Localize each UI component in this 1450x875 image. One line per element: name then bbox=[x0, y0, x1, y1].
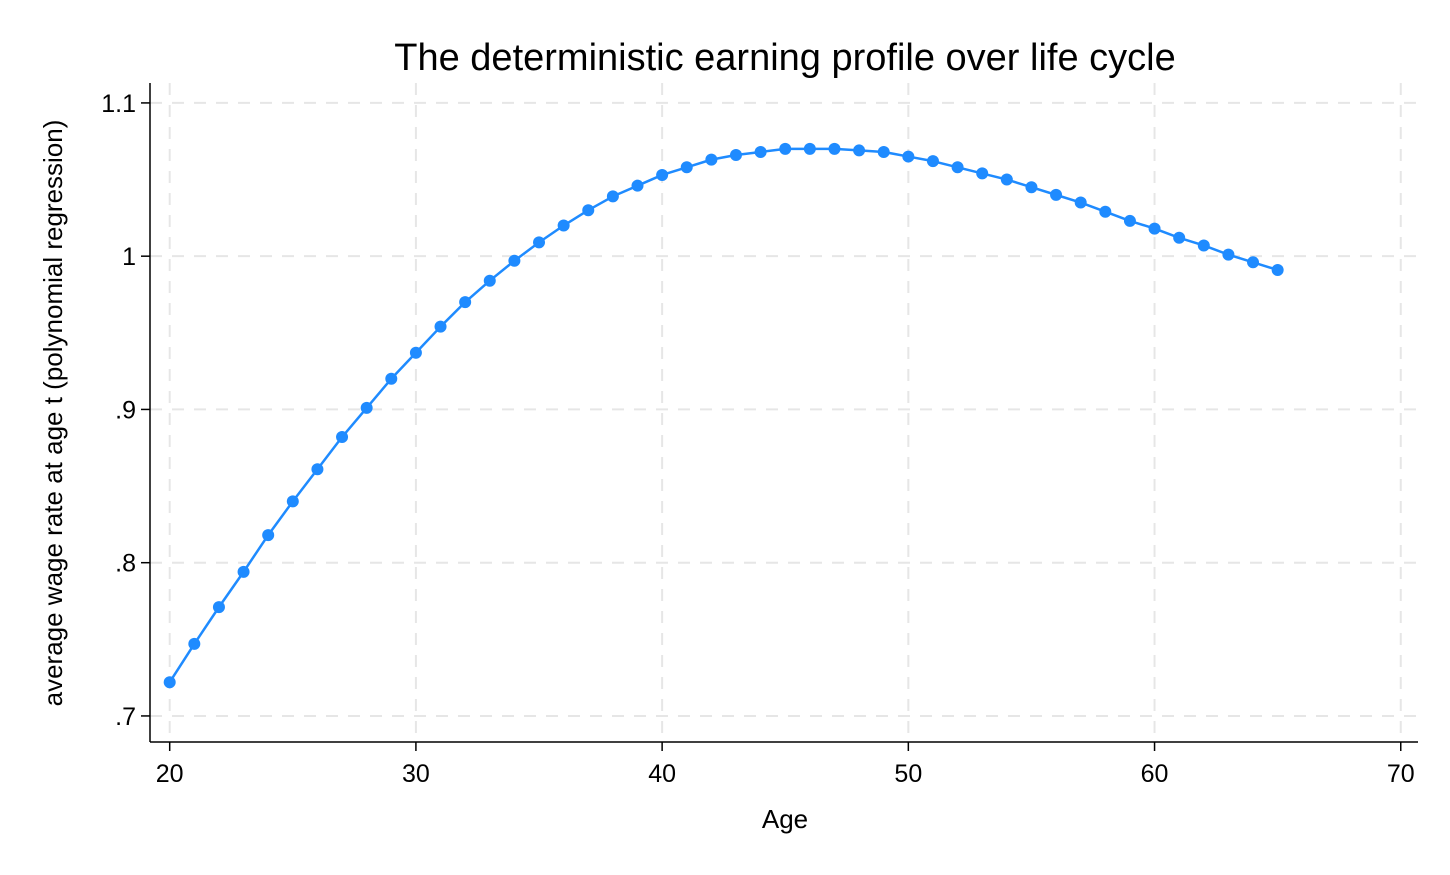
data-point bbox=[508, 254, 521, 267]
y-tick-label: 1 bbox=[122, 243, 136, 271]
data-point bbox=[262, 529, 275, 542]
data-point bbox=[631, 179, 644, 192]
data-point bbox=[385, 372, 398, 385]
data-point bbox=[877, 145, 890, 158]
data-point bbox=[1271, 263, 1284, 276]
data-point bbox=[1025, 181, 1038, 194]
axes bbox=[141, 83, 1418, 751]
data-point bbox=[434, 320, 447, 333]
y-tick-label: 1.1 bbox=[101, 90, 136, 118]
y-tick-label: .8 bbox=[115, 550, 136, 578]
x-tick-label: 70 bbox=[1387, 760, 1415, 788]
x-tick-label: 40 bbox=[648, 760, 676, 788]
data-point bbox=[533, 236, 546, 249]
y-tick-label: .9 bbox=[115, 396, 136, 424]
data-point bbox=[360, 401, 373, 414]
data-point bbox=[951, 161, 964, 174]
x-tick-label: 50 bbox=[894, 760, 922, 788]
data-point bbox=[1123, 214, 1136, 227]
data-point bbox=[656, 168, 669, 181]
x-tick-label: 30 bbox=[402, 760, 430, 788]
data-point bbox=[976, 167, 989, 180]
data-point bbox=[286, 495, 299, 508]
data-point bbox=[459, 296, 472, 309]
data-point bbox=[163, 676, 176, 689]
chart-title: The deterministic earning profile over l… bbox=[394, 37, 1175, 79]
data-point bbox=[729, 149, 742, 162]
data-point bbox=[1099, 205, 1112, 218]
data-point bbox=[1197, 239, 1210, 252]
y-tick-label: .7 bbox=[115, 703, 136, 731]
data-point bbox=[705, 153, 718, 166]
data-point bbox=[1050, 188, 1063, 201]
x-tick-label: 60 bbox=[1141, 760, 1169, 788]
data-point bbox=[853, 144, 866, 157]
data-point bbox=[902, 150, 915, 163]
data-point bbox=[557, 219, 570, 232]
data-point bbox=[754, 145, 767, 158]
data-point bbox=[1148, 222, 1161, 235]
data-point bbox=[779, 142, 792, 155]
data-point bbox=[926, 155, 939, 168]
data-point bbox=[1074, 196, 1087, 209]
data-point bbox=[409, 346, 422, 359]
data-point bbox=[336, 431, 349, 444]
data-point bbox=[680, 161, 693, 174]
data-point bbox=[1000, 173, 1013, 186]
data-point bbox=[828, 142, 841, 155]
data-point bbox=[188, 637, 201, 650]
y-axis-label: average wage rate at age t (polynomial r… bbox=[38, 120, 68, 707]
gridlines bbox=[150, 83, 1418, 742]
data-point bbox=[212, 601, 225, 614]
data-point bbox=[311, 463, 324, 476]
x-axis-label: Age bbox=[762, 804, 808, 834]
data-point bbox=[1222, 248, 1235, 261]
data-point bbox=[803, 142, 816, 155]
data-point bbox=[606, 190, 619, 203]
data-point bbox=[1247, 256, 1260, 269]
data-point bbox=[483, 274, 496, 287]
series bbox=[163, 142, 1284, 689]
data-point bbox=[1173, 231, 1186, 244]
x-tick-label: 20 bbox=[156, 760, 184, 788]
data-point bbox=[237, 565, 250, 578]
series-line bbox=[168, 147, 1279, 683]
data-point bbox=[582, 204, 595, 217]
tick-labels: 20 30 40 50 60 70 .7 .8 .9 1 1.1 bbox=[101, 90, 1414, 788]
